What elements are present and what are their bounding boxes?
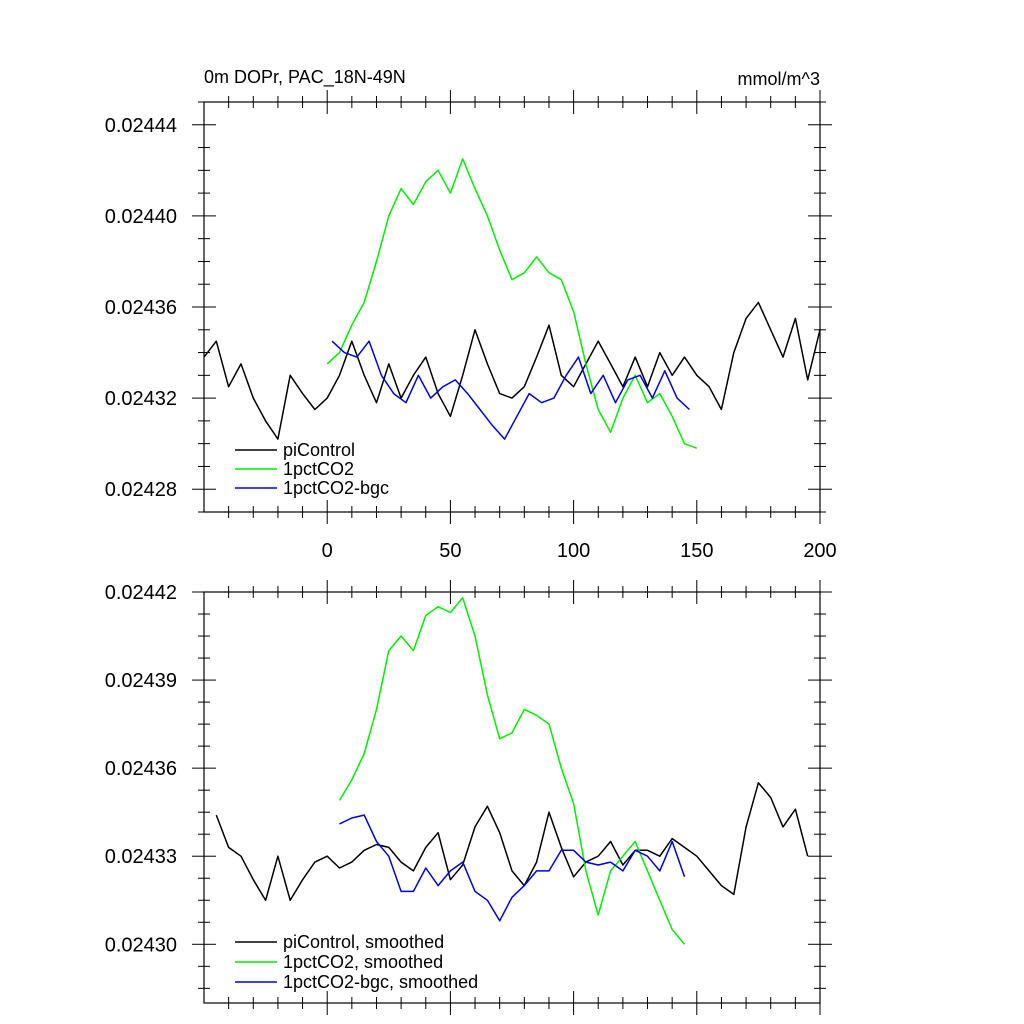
x-tick-label: 100 [557,540,590,562]
bottom-panel: 0.02430 0.02433 0.02436 0.02439 0.02442 piCo… [105,580,832,1015]
top-panel: 0m DOPr, PAC_18N-49N mmol/m^3 0 50 100 150 2… [105,67,837,562]
panel-title: 0m DOPr, PAC_18N-49N [204,67,406,88]
legend-label: piControl, smoothed [283,932,444,952]
legend-label: 1pctCO2 [283,459,354,479]
y-tick-label: 0.02436 [105,758,177,780]
y-tick-label: 0.02433 [105,846,177,868]
x-tick-label: 50 [439,540,461,562]
y-tick-label: 0.02442 [105,582,177,604]
legend-label: piControl [283,440,355,460]
series-line-1pctco2-bgc-smoothed [339,814,686,922]
y-tick-label: 0.02432 [105,388,177,410]
bottom-series-group [215,597,809,945]
plot-frame [203,591,821,1004]
y-tick-label: 0.02430 [105,934,177,956]
y-tick-label: 0.02436 [105,297,177,319]
top-axes: 0 50 100 150 200 0.02428 0.02432 0.02436 0.02440… [105,90,837,562]
y-tick-label: 0.02428 [105,479,177,501]
y-tick-label: 0.02439 [105,670,177,692]
top-series-group [203,158,821,449]
series-line-1pctco2-bgc [331,340,690,440]
series-line-picontrol-smoothed [215,782,809,902]
y-tick-label: 0.02444 [105,115,177,137]
x-tick-label: 200 [803,540,836,562]
bottom-axes: 0.02430 0.02433 0.02436 0.02439 0.02442 [105,580,832,1015]
x-tick-label: 0 [322,540,333,562]
y-tick-label: 0.02440 [105,206,177,228]
legend-label: 1pctCO2, smoothed [283,952,443,972]
legend-label: 1pctCO2-bgc [283,478,389,498]
panel-units: mmol/m^3 [738,69,820,89]
legend-label: 1pctCO2-bgc, smoothed [283,972,478,992]
x-tick-label: 150 [680,540,713,562]
series-line-1pctco2-smoothed [338,597,686,945]
series-line-picontrol [203,301,821,440]
series-line-1pctco2 [326,158,698,449]
